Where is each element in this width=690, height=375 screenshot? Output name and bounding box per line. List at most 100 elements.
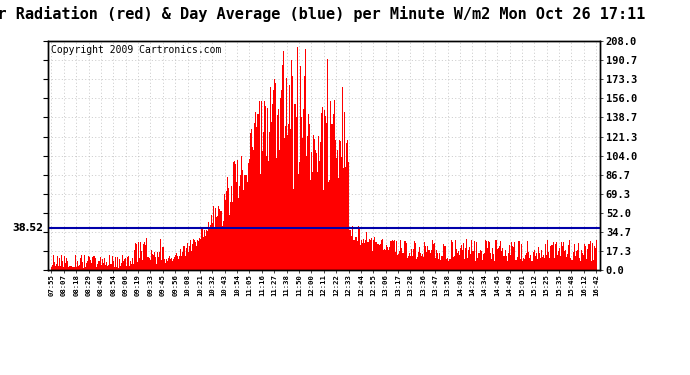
Bar	[309, 124, 310, 270]
Bar	[491, 259, 492, 270]
Bar	[547, 240, 549, 270]
Bar	[345, 167, 346, 270]
Bar	[400, 240, 402, 270]
Bar	[134, 251, 135, 270]
Bar	[249, 159, 250, 270]
Bar	[324, 110, 325, 270]
Bar	[435, 258, 436, 270]
Bar	[343, 168, 344, 270]
Bar	[141, 251, 142, 270]
Bar	[500, 241, 501, 270]
Bar	[402, 254, 404, 270]
Bar	[542, 256, 543, 270]
Bar	[574, 244, 575, 270]
Bar	[129, 266, 130, 270]
Bar	[362, 243, 364, 270]
Bar	[450, 259, 451, 270]
Bar	[278, 109, 279, 270]
Bar	[110, 264, 112, 270]
Bar	[325, 116, 326, 270]
Bar	[104, 258, 106, 270]
Bar	[581, 250, 582, 270]
Bar	[418, 252, 419, 270]
Bar	[374, 237, 375, 270]
Bar	[297, 174, 299, 270]
Bar	[115, 257, 116, 270]
Bar	[305, 49, 306, 270]
Bar	[463, 243, 464, 270]
Bar	[504, 256, 505, 270]
Bar	[138, 242, 139, 270]
Bar	[455, 240, 456, 270]
Bar	[245, 175, 246, 270]
Bar	[567, 254, 568, 270]
Bar	[209, 228, 210, 270]
Bar	[370, 240, 371, 270]
Bar	[178, 259, 179, 270]
Bar	[478, 253, 480, 270]
Bar	[81, 262, 83, 270]
Bar	[457, 253, 458, 270]
Bar	[563, 242, 564, 270]
Bar	[351, 236, 352, 270]
Bar	[276, 158, 277, 270]
Bar	[586, 260, 587, 270]
Bar	[318, 136, 319, 270]
Bar	[133, 264, 134, 270]
Bar	[544, 258, 545, 270]
Bar	[108, 265, 110, 270]
Bar	[262, 151, 263, 270]
Bar	[158, 257, 159, 270]
Bar	[188, 246, 190, 270]
Bar	[162, 247, 163, 270]
Bar	[202, 228, 203, 270]
Bar	[587, 249, 589, 270]
Bar	[476, 242, 477, 270]
Bar	[116, 267, 117, 270]
Bar	[584, 244, 585, 270]
Bar	[88, 256, 89, 270]
Bar	[531, 261, 532, 270]
Bar	[118, 268, 119, 270]
Bar	[326, 123, 327, 270]
Bar	[387, 247, 388, 270]
Bar	[546, 255, 547, 270]
Bar	[98, 261, 99, 270]
Bar	[488, 241, 489, 270]
Bar	[564, 251, 565, 270]
Bar	[562, 246, 563, 270]
Bar	[572, 260, 573, 270]
Bar	[307, 136, 308, 270]
Bar	[517, 257, 518, 270]
Bar	[177, 256, 178, 270]
Bar	[51, 267, 52, 270]
Bar	[86, 262, 87, 270]
Bar	[419, 247, 420, 270]
Bar	[66, 258, 68, 270]
Bar	[223, 221, 224, 270]
Bar	[451, 240, 452, 270]
Bar	[540, 258, 541, 270]
Bar	[507, 261, 509, 270]
Bar	[126, 266, 127, 270]
Bar	[135, 243, 136, 270]
Bar	[578, 243, 579, 270]
Bar	[176, 253, 177, 270]
Text: Solar Radiation (red) & Day Average (blue) per Minute W/m2 Mon Oct 26 17:11: Solar Radiation (red) & Day Average (blu…	[0, 6, 646, 22]
Bar	[558, 251, 559, 270]
Bar	[518, 241, 519, 270]
Bar	[389, 247, 390, 270]
Bar	[486, 248, 488, 270]
Bar	[233, 162, 234, 270]
Bar	[246, 175, 247, 270]
Bar	[511, 242, 513, 270]
Text: 38.52: 38.52	[12, 223, 43, 232]
Bar	[199, 238, 200, 270]
Bar	[299, 66, 301, 270]
Bar	[282, 65, 283, 270]
Bar	[360, 245, 362, 270]
Bar	[320, 142, 322, 270]
Bar	[424, 242, 425, 270]
Bar	[502, 248, 503, 270]
Bar	[100, 257, 101, 270]
